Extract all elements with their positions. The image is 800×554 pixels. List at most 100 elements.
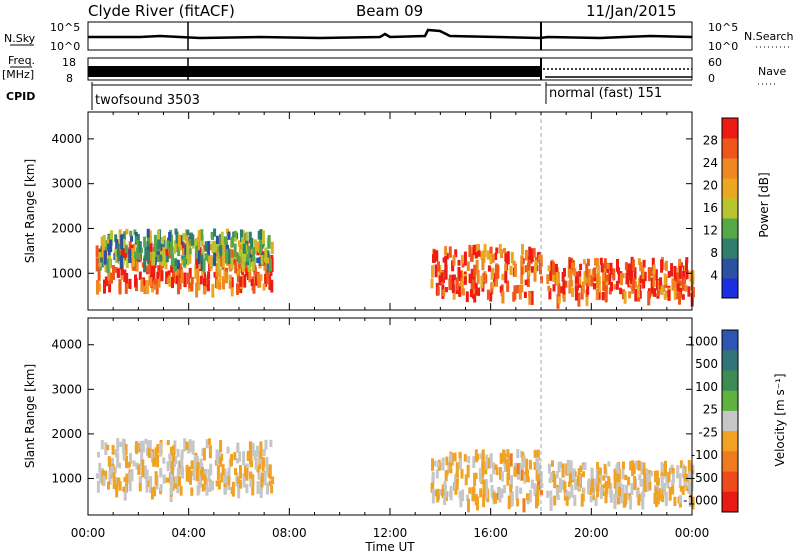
- power-cell: [510, 251, 514, 264]
- velocity-cell: [223, 479, 227, 494]
- power-cell: [218, 282, 222, 290]
- velocity-cell: [253, 450, 257, 461]
- velocity-cell: [648, 470, 652, 477]
- velocity-cell: [591, 478, 594, 493]
- velocity-cell: [621, 469, 625, 480]
- power-colorbar-swatch: [722, 138, 738, 159]
- power-cell: [451, 274, 455, 288]
- velocity-cell: [516, 498, 520, 507]
- velocity-cell: [449, 467, 453, 474]
- velocity-cell: [197, 481, 201, 494]
- velocity-cell: [500, 471, 504, 482]
- power-cell: [203, 272, 206, 286]
- power-cell: [95, 245, 99, 258]
- velocity-cell: [561, 479, 565, 488]
- velocity-cell: [159, 467, 163, 478]
- power-cell: [530, 290, 534, 305]
- power-colorbar-tick: 12: [703, 224, 718, 238]
- power-cell: [604, 291, 608, 303]
- power-cell: [188, 283, 192, 289]
- velocity-cell: [178, 476, 181, 486]
- power-cell: [670, 263, 674, 277]
- power-cell: [570, 280, 574, 287]
- power-cell: [495, 279, 499, 287]
- power-cell: [259, 229, 263, 244]
- velocity-cell: [255, 445, 259, 457]
- velocity-cell: [249, 455, 253, 468]
- velocity-cell: [201, 467, 204, 481]
- power-cell: [268, 275, 272, 284]
- power-cell: [597, 275, 601, 285]
- velocity-cell: [464, 474, 468, 486]
- freq-panel: Freq. [MHz] 18 8 60 0 Nave: [2, 54, 786, 85]
- power-cell: [136, 240, 140, 249]
- velocity-cell: [625, 485, 629, 500]
- power-cell: [197, 230, 201, 243]
- power-cell: [235, 252, 239, 263]
- power-cell: [587, 268, 591, 280]
- velocity-cell: [540, 482, 544, 488]
- power-cell: [162, 255, 166, 267]
- power-cell: [170, 253, 174, 267]
- velocity-panel: 1000 2000 3000 4000 Slant Range [km] 1000 50…: [23, 317, 787, 516]
- velocity-cell: [479, 488, 483, 498]
- power-cell: [683, 265, 687, 280]
- power-cell: [114, 248, 118, 262]
- power-cell: [142, 277, 146, 286]
- power-cell: [262, 283, 266, 291]
- velocity-cell: [499, 467, 502, 480]
- velocity-cell: [110, 466, 114, 472]
- power-cell: [480, 251, 484, 260]
- power-cell: [266, 258, 270, 273]
- velocity-cell: [563, 491, 567, 501]
- power-cell: [200, 229, 204, 241]
- power-cell: [170, 247, 174, 255]
- velocity-cell: [526, 493, 529, 501]
- power-cell: [120, 264, 124, 275]
- velocity-cell: [618, 481, 622, 487]
- velocity-colorbar-tick: -100: [691, 448, 718, 462]
- velocity-cell: [445, 456, 449, 466]
- power-cell: [97, 267, 101, 282]
- velocity-cell: [166, 461, 170, 469]
- velocity-cell: [135, 462, 139, 470]
- velocity-cell: [468, 487, 472, 494]
- velocity-cell: [691, 468, 695, 475]
- power-ytick-label: 4000: [51, 132, 82, 146]
- power-cell: [140, 278, 144, 292]
- power-colorbar-frame: [721, 117, 739, 299]
- power-cell: [166, 277, 170, 284]
- velocity-cell: [219, 440, 223, 453]
- velocity-cell: [231, 481, 235, 497]
- velocity-cell: [458, 459, 462, 470]
- power-cell: [149, 242, 153, 252]
- velocity-cell: [466, 464, 470, 478]
- velocity-cell: [98, 462, 102, 473]
- power-cell: [571, 262, 574, 269]
- power-colorbar-tick: 8: [710, 246, 718, 260]
- velocity-cell: [162, 457, 166, 464]
- power-cell: [548, 288, 552, 300]
- velocity-cell: [487, 457, 491, 469]
- velocity-cell: [604, 493, 608, 504]
- power-cell: [503, 247, 507, 254]
- velocity-cell: [190, 460, 194, 469]
- velocity-cell: [613, 493, 617, 507]
- power-cell: [578, 270, 582, 277]
- velocity-colorbar-swatch: [722, 350, 738, 371]
- velocity-cell: [207, 438, 211, 445]
- velocity-cell: [598, 467, 602, 475]
- power-cell: [184, 243, 188, 256]
- velocity-cell: [168, 455, 172, 469]
- power-cell: [616, 258, 619, 272]
- power-cell: [571, 287, 575, 297]
- velocity-cell: [603, 463, 607, 474]
- power-cell: [574, 271, 578, 284]
- power-cell: [630, 269, 633, 284]
- velocity-cell: [633, 476, 637, 490]
- velocity-cell: [569, 460, 573, 473]
- velocity-cell: [227, 467, 231, 477]
- power-cell: [128, 241, 132, 250]
- velocity-cell: [654, 470, 657, 483]
